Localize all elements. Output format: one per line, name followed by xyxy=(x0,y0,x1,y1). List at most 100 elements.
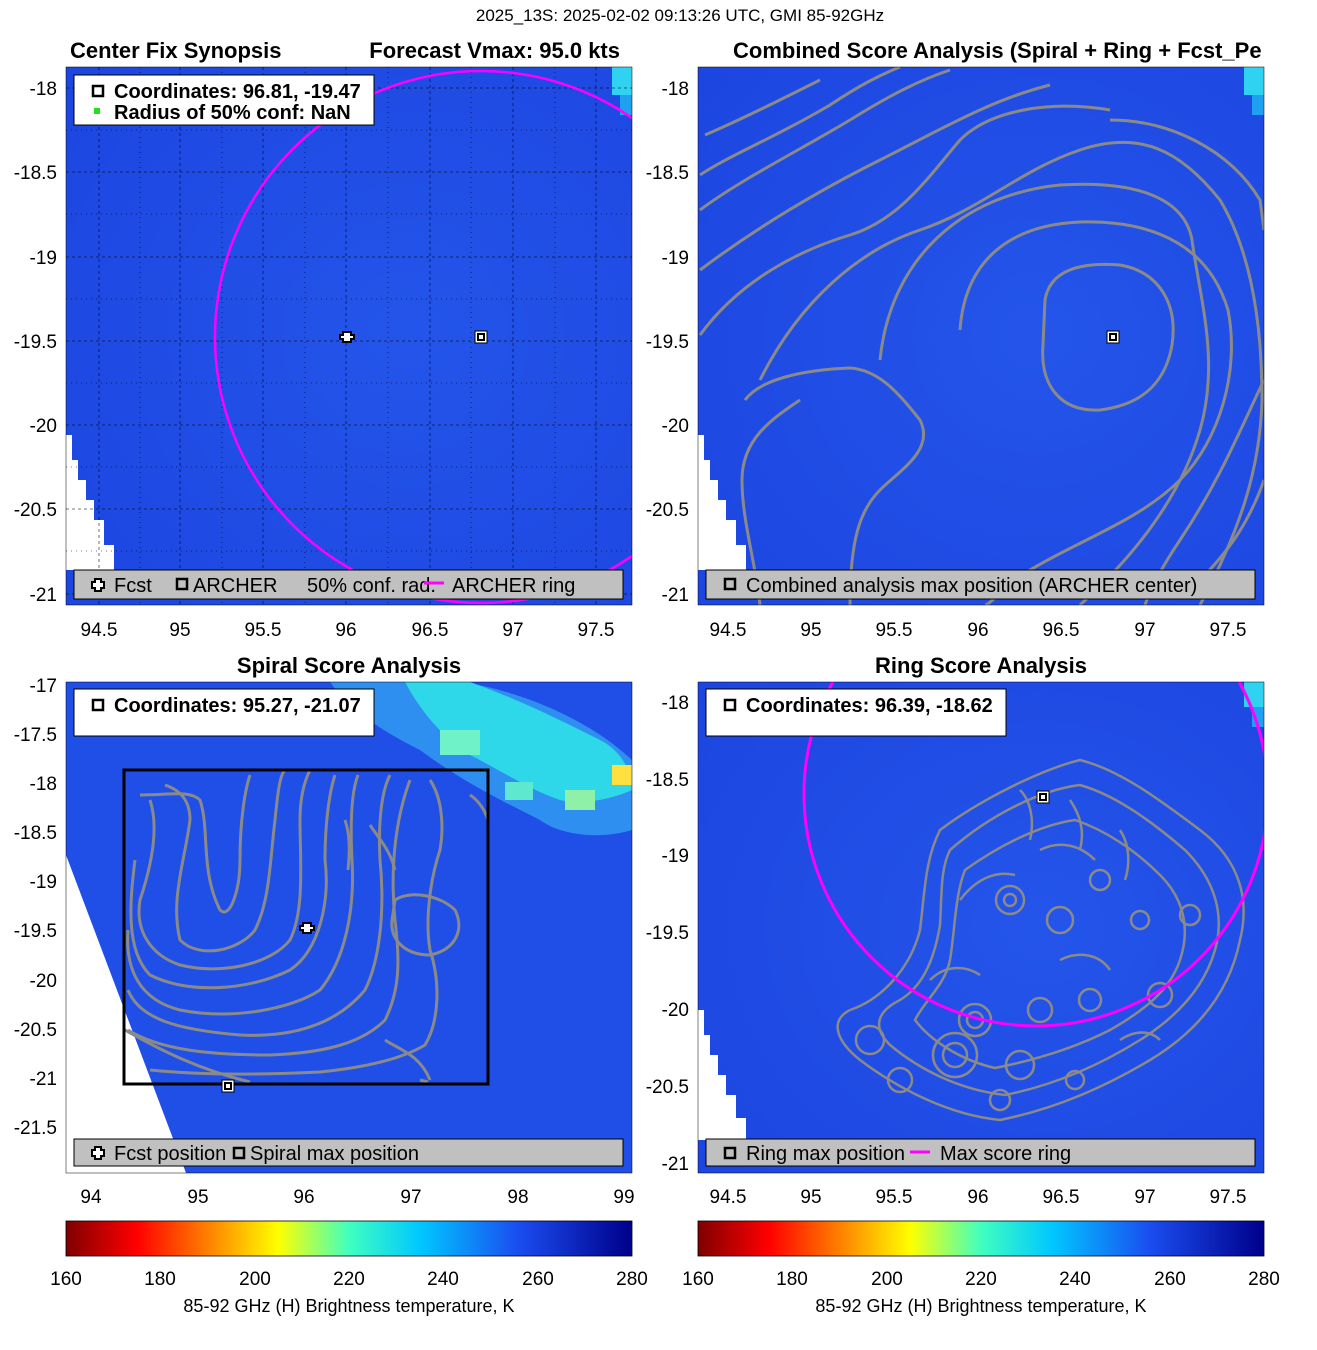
svg-text:200: 200 xyxy=(239,1269,271,1290)
panel4-legend-max-ring: Max score ring xyxy=(940,1143,1071,1165)
panel-combined-score: Combined Score Analysis (Spiral + Ring +… xyxy=(646,38,1265,641)
svg-text:-20.5: -20.5 xyxy=(14,500,57,521)
svg-text:-21: -21 xyxy=(30,585,57,606)
panel3-search-box xyxy=(122,768,490,1086)
svg-text:95: 95 xyxy=(187,1187,208,1208)
svg-text:-17: -17 xyxy=(30,676,57,697)
svg-text:95: 95 xyxy=(169,620,190,641)
colorbar-left-label: 85-92 GHz (H) Brightness temperature, K xyxy=(183,1296,514,1316)
panel1-legend-archer: ARCHER xyxy=(193,575,277,597)
svg-text:-20: -20 xyxy=(662,416,689,437)
svg-text:220: 220 xyxy=(333,1269,365,1290)
panel1-legend: Fcst ARCHER 50% conf. rad. ARCHER ring xyxy=(73,569,624,600)
svg-text:-21: -21 xyxy=(30,1069,57,1090)
svg-text:95: 95 xyxy=(800,1187,821,1208)
panel1-legend-ring: ARCHER ring xyxy=(452,575,575,597)
svg-text:-18.5: -18.5 xyxy=(14,163,57,184)
svg-text:97: 97 xyxy=(400,1187,421,1208)
panel3-legend: Fcst position Spiral max position xyxy=(73,1138,624,1167)
panel2-yticks: -18 -18.5 -19 -19.5 -20 -20.5 -21 xyxy=(646,79,689,606)
panel3-title: Spiral Score Analysis xyxy=(237,653,461,678)
svg-text:-18: -18 xyxy=(662,693,689,714)
svg-text:-21: -21 xyxy=(662,1154,689,1175)
colorbar-right-label: 85-92 GHz (H) Brightness temperature, K xyxy=(815,1296,1146,1316)
panel-ring-score: Ring Score Analysis xyxy=(646,653,1265,1208)
figure-suptitle: 2025_13S: 2025-02-02 09:13:26 UTC, GMI 8… xyxy=(476,6,884,25)
svg-text:240: 240 xyxy=(427,1269,459,1290)
square-marker-icon xyxy=(175,577,189,591)
svg-text:94.5: 94.5 xyxy=(710,620,747,641)
colorbar-right-ticks: 160 180 200 220 240 260 280 xyxy=(682,1269,1280,1290)
panel2-xticks: 94.5 95 95.5 96 96.5 97 97.5 xyxy=(710,620,1247,641)
panel2-title: Combined Score Analysis (Spiral + Ring +… xyxy=(733,38,1262,63)
svg-text:240: 240 xyxy=(1059,1269,1091,1290)
panel2-max-marker xyxy=(1106,330,1120,344)
svg-text:97.5: 97.5 xyxy=(1210,1187,1247,1208)
svg-text:98: 98 xyxy=(507,1187,528,1208)
svg-text:-18: -18 xyxy=(662,79,689,100)
panel1-fcst-marker xyxy=(339,331,355,343)
panel4-xticks: 94.5 95 95.5 96 96.5 97 97.5 xyxy=(710,1187,1247,1208)
panel1-title-right: Forecast Vmax: 95.0 kts xyxy=(369,38,620,63)
svg-text:-18: -18 xyxy=(30,79,57,100)
svg-text:94.5: 94.5 xyxy=(710,1187,747,1208)
panel4-brightness-field xyxy=(698,682,1264,1173)
svg-text:-17.5: -17.5 xyxy=(14,725,57,746)
svg-text:-19: -19 xyxy=(662,846,689,867)
svg-text:-20.5: -20.5 xyxy=(14,1020,57,1041)
panel1-missing-data xyxy=(66,435,114,570)
svg-text:96: 96 xyxy=(967,620,988,641)
svg-text:-20: -20 xyxy=(662,1000,689,1021)
svg-text:95: 95 xyxy=(800,620,821,641)
panel3-spiral-contours xyxy=(124,768,490,1084)
svg-text:-19: -19 xyxy=(30,248,57,269)
svg-text:-19: -19 xyxy=(30,872,57,893)
panel1-xticks: 94.5 95 95.5 96 96.5 97 97.5 xyxy=(81,620,615,641)
panel2-legend-combined: Combined analysis max position (ARCHER c… xyxy=(746,575,1197,597)
svg-text:-18.5: -18.5 xyxy=(646,770,689,791)
svg-text:96.5: 96.5 xyxy=(1043,620,1080,641)
svg-text:-19.5: -19.5 xyxy=(646,332,689,353)
svg-text:-19.5: -19.5 xyxy=(14,921,57,942)
svg-text:160: 160 xyxy=(682,1269,714,1290)
square-marker-icon xyxy=(232,1146,246,1160)
panel3-info-coordinates: Coordinates: 95.27, -21.07 xyxy=(114,695,361,717)
panel2-brightness-field xyxy=(698,67,1264,605)
svg-text:95.5: 95.5 xyxy=(245,620,282,641)
svg-text:94: 94 xyxy=(80,1187,102,1208)
panel-center-fix-synopsis: Center Fix Synopsis Forecast Vmax: 95.0 … xyxy=(14,38,633,641)
svg-text:97: 97 xyxy=(1134,620,1155,641)
panel1-yticks: -18 -18.5 -19 -19.5 -20 -20.5 -21 xyxy=(14,79,57,606)
panel3-legend-fcst: Fcst position xyxy=(114,1143,226,1165)
svg-text:96.5: 96.5 xyxy=(412,620,449,641)
svg-text:160: 160 xyxy=(50,1269,82,1290)
panel3-legend-spiral: Spiral max position xyxy=(250,1143,419,1165)
panel4-max-score-ring xyxy=(802,682,1264,1028)
svg-text:97.5: 97.5 xyxy=(578,620,615,641)
svg-text:200: 200 xyxy=(871,1269,903,1290)
svg-text:180: 180 xyxy=(776,1269,808,1290)
svg-text:-20.5: -20.5 xyxy=(646,500,689,521)
panel4-ring-max-marker xyxy=(1036,790,1050,804)
colorbar-left-gradient xyxy=(65,1220,633,1257)
panel3-spiral-max-marker xyxy=(221,1079,235,1093)
square-marker-icon xyxy=(723,577,737,591)
panel1-archer-ring xyxy=(213,69,632,605)
svg-text:-20: -20 xyxy=(30,416,57,437)
svg-text:-19.5: -19.5 xyxy=(646,923,689,944)
svg-text:-20: -20 xyxy=(30,971,57,992)
svg-text:260: 260 xyxy=(522,1269,554,1290)
svg-text:-18.5: -18.5 xyxy=(646,163,689,184)
panel1-legend-conf: 50% conf. rad. xyxy=(307,575,436,597)
colorbar-left-ticks: 160 180 200 220 240 260 280 xyxy=(50,1269,648,1290)
panel1-legend-fcst: Fcst xyxy=(114,575,152,597)
panel4-plot-area xyxy=(698,682,1264,1173)
svg-text:180: 180 xyxy=(144,1269,176,1290)
svg-text:220: 220 xyxy=(965,1269,997,1290)
panel3-fcst-marker xyxy=(299,922,315,934)
colorbar-right: 160 180 200 220 240 260 280 85-92 GHz (H) B… xyxy=(682,1220,1280,1316)
panel3-xticks: 94 95 96 97 98 99 xyxy=(80,1187,634,1208)
panel3-yticks: -17 -17.5 -18 -18.5 -19 -19.5 -20 -20.5 -21 -… xyxy=(14,676,57,1139)
panel2-legend: Combined analysis max position (ARCHER c… xyxy=(705,569,1256,600)
